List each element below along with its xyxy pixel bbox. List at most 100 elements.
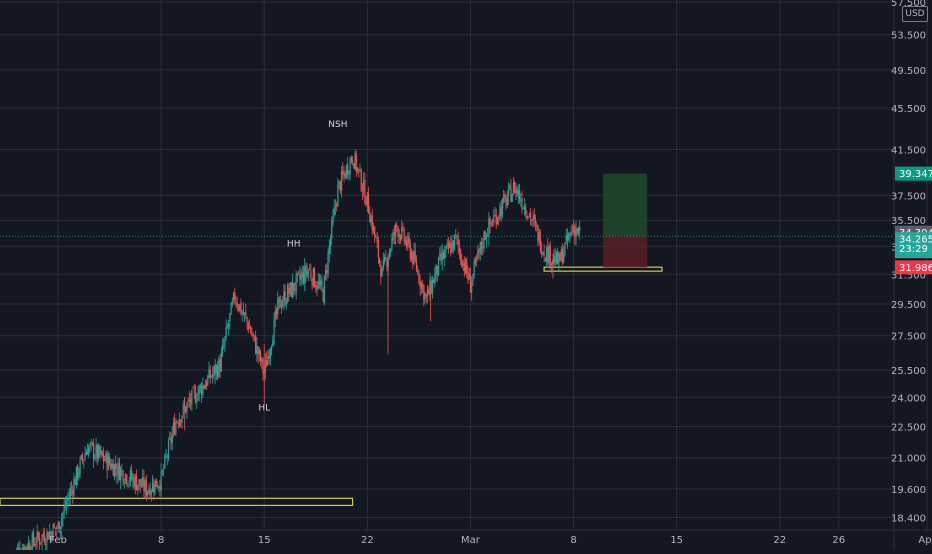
candle-body [405,240,406,242]
candle-body [188,400,189,402]
candle-body [222,345,223,353]
time-tick-label: 8 [158,535,164,546]
price-tick-label: 27.500 [891,332,926,343]
candle-body [169,438,170,439]
currency-label[interactable]: USD [902,6,928,22]
price-tick-label: 22.500 [891,423,926,434]
candle-body [435,264,436,275]
candle-body [219,360,220,372]
candle-body [448,242,449,249]
candle-body [38,533,39,538]
candle-body [213,366,214,372]
candle-body [508,187,509,196]
candle-body [192,388,193,389]
candle-body [146,480,147,496]
candle-body [250,327,251,333]
candle-body [172,433,173,443]
candle-body [185,407,186,413]
candle-body [40,542,41,543]
candle-body [297,273,298,275]
candle-body [212,373,213,376]
candle-body [358,170,359,171]
candle-body [438,257,439,275]
candle-body [368,193,369,213]
price-tick-label: 45.500 [891,104,926,115]
candle-body [325,269,326,276]
candle-body [176,422,177,423]
candle-body [87,451,88,454]
candle-body [400,235,401,240]
candle-body [228,324,229,327]
price-tick-label: 25.500 [891,366,926,377]
price-tick-label: 19.600 [891,485,926,496]
candle-body [321,280,322,288]
candle-body [238,308,239,310]
candle-body [280,296,281,308]
candle-body [313,268,314,286]
candle-body [66,503,67,506]
candle-body [475,259,476,263]
candle-body [122,471,123,483]
candle-body [442,252,443,262]
candle-body [303,273,304,283]
candle-body [242,312,243,313]
candle-body [347,165,348,175]
candle-body [515,188,516,194]
candle-body [491,223,492,224]
candle-body [154,481,155,494]
candle-body [485,232,486,240]
candle-body [235,302,236,303]
candle-body [186,403,187,412]
candle-body [350,159,351,175]
candle-body [121,470,122,471]
candle-body [45,544,46,545]
candle-body [490,218,491,225]
candle-body [528,216,529,218]
candle-body [111,463,112,468]
candle-body [309,270,310,271]
candle-body [334,207,335,215]
candle-body [571,232,572,235]
candle-body [540,232,541,251]
candle-body [579,227,580,230]
candle-body [573,226,574,232]
candle-body [353,163,354,168]
candle-body [137,485,138,491]
candle-body [151,491,152,495]
candle-body [408,238,409,244]
candle-body [91,442,92,443]
candle-body [99,446,100,455]
candle-body [536,225,537,226]
candle-body [131,471,132,479]
candle-body [378,240,379,257]
time-tick-label: 15 [258,535,271,546]
candle-body [55,527,56,529]
candle-body [148,490,149,493]
candle-body [472,274,473,282]
candle-body [340,182,341,192]
candle-body [379,258,380,262]
candle-body [547,247,548,263]
candle-body [337,185,338,207]
candle-body [557,251,558,263]
candle-body [216,365,217,373]
candle-body [181,416,182,423]
candle-body [389,251,390,257]
candle-body [417,271,418,272]
candle-body [243,310,244,314]
time-tick-label: Feb [49,535,67,546]
candle-body [548,246,549,264]
candle-body [199,386,200,394]
candle-body [286,302,287,304]
candle-body [202,384,203,394]
candle-body [550,246,551,266]
candle-body [512,194,513,202]
candle-body [502,199,503,214]
time-tick-label: Mar [461,535,481,546]
candle-body [561,249,562,260]
candle-body [504,194,505,196]
candle-body [227,327,228,328]
candle-body [458,238,459,245]
